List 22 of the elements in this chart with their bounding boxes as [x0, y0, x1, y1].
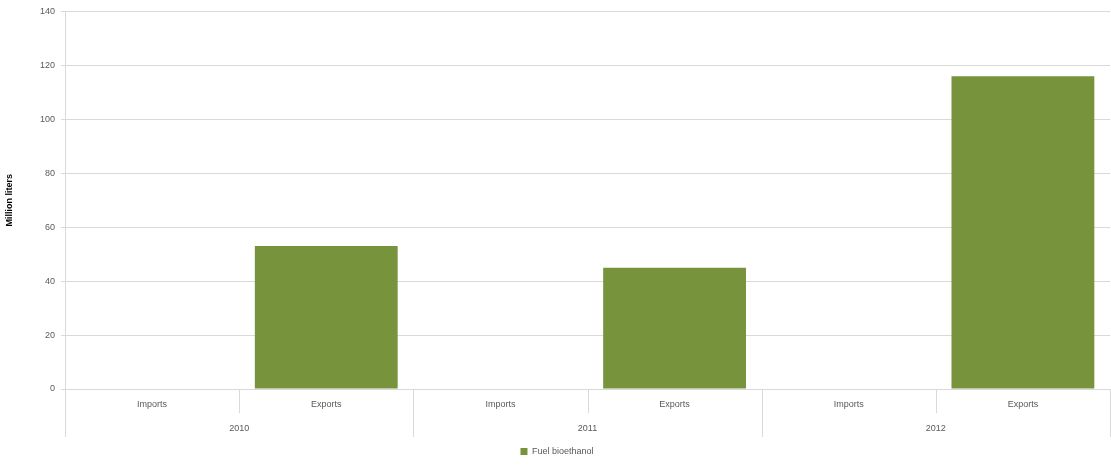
x-tick-label: Imports: [137, 398, 168, 409]
x-tick-label: Imports: [833, 398, 865, 409]
y-tick-label: 120: [39, 59, 55, 70]
bar: [254, 246, 398, 389]
bar: [603, 267, 746, 389]
bar: [951, 76, 1095, 389]
x-tick-label: Exports: [659, 398, 691, 409]
text: 2010: [229, 423, 250, 434]
y-tick-label: 80: [44, 167, 55, 178]
text: 2011: [577, 423, 598, 434]
y-tick-label: 60: [44, 221, 55, 232]
y-tick-label: 100: [39, 113, 55, 124]
x-tick-label: Exports: [310, 398, 342, 409]
x-tick-label: Imports: [485, 398, 516, 409]
y-axis-title: Million liters: [3, 173, 14, 227]
legend-label: Fuel bioethanol: [531, 445, 594, 456]
text: 2012: [925, 423, 946, 434]
y-tick-label: 40: [44, 275, 55, 286]
y-tick-label: 20: [44, 329, 55, 340]
y-tick-label: 140: [39, 5, 55, 16]
y-tick-label: 0: [49, 383, 55, 394]
x-tick-label: Exports: [1007, 398, 1039, 409]
